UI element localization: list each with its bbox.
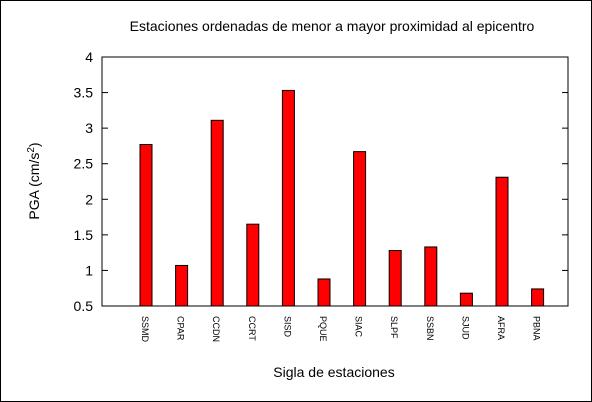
x-tick-label-ssbn: SSBN — [425, 316, 435, 341]
y-tick-label: 0.5 — [74, 298, 94, 314]
y-axis-label-prefix: PGA (cm/s — [26, 153, 42, 220]
x-tick-label-siac: SIAC — [354, 316, 364, 338]
x-tick-label-sjud: SJUD — [460, 316, 470, 340]
bar-slpf — [388, 250, 402, 307]
x-axis: SSMD CPAR CCDN CCRT SISD PQUE SIAC SLPF SSBN SJUD… — [140, 316, 542, 343]
bar-sjud — [459, 292, 473, 307]
y-axis: 0.5 1 1.5 2 2.5 3 3.5 4 — [74, 49, 568, 314]
y-axis-label: PGA (cm/s2) — [26, 142, 42, 219]
x-tick-label-ccrt: CCRT — [247, 316, 257, 341]
x-tick-label-afra: AFRA — [496, 316, 506, 340]
y-tick-label: 4 — [85, 49, 93, 65]
bar-ccrt — [246, 223, 260, 307]
y-axis-label-superscript: 2 — [26, 147, 37, 153]
chart-title: Estaciones ordenadas de menor a mayor pr… — [130, 18, 535, 34]
bar-cpar — [175, 264, 189, 307]
x-tick-label-slpf: SLPF — [389, 316, 399, 339]
bar-siac — [353, 151, 367, 307]
bar-ccdn — [210, 119, 224, 307]
bar-pque — [317, 278, 331, 307]
plot-area — [101, 56, 569, 307]
bar-sisd — [281, 89, 295, 307]
y-tick-label: 1.5 — [74, 227, 94, 243]
x-axis-label: Sigla de estaciones — [273, 364, 394, 380]
y-tick-label: 3 — [85, 120, 93, 136]
x-tick-label-pbna: PBNA — [532, 316, 542, 341]
y-axis-label-suffix: ) — [26, 142, 42, 147]
x-tick-label-cpar: CPAR — [176, 316, 186, 341]
bar-ssbn — [424, 246, 438, 307]
bar-afra — [495, 176, 509, 307]
bar-series — [139, 89, 545, 307]
bar-pbna — [531, 288, 545, 307]
y-tick-label: 2.5 — [74, 156, 94, 172]
y-tick-label: 2 — [85, 191, 93, 207]
x-tick-label-ccdn: CCDN — [211, 316, 221, 342]
y-tick-label: 3.5 — [74, 85, 94, 101]
bar-ssmd — [139, 144, 153, 307]
x-tick-label-pque: PQUE — [318, 316, 328, 342]
x-tick-label-sisd: SISD — [282, 316, 292, 338]
y-tick-label: 1 — [85, 262, 93, 278]
x-tick-label-ssmd: SSMD — [140, 316, 150, 343]
